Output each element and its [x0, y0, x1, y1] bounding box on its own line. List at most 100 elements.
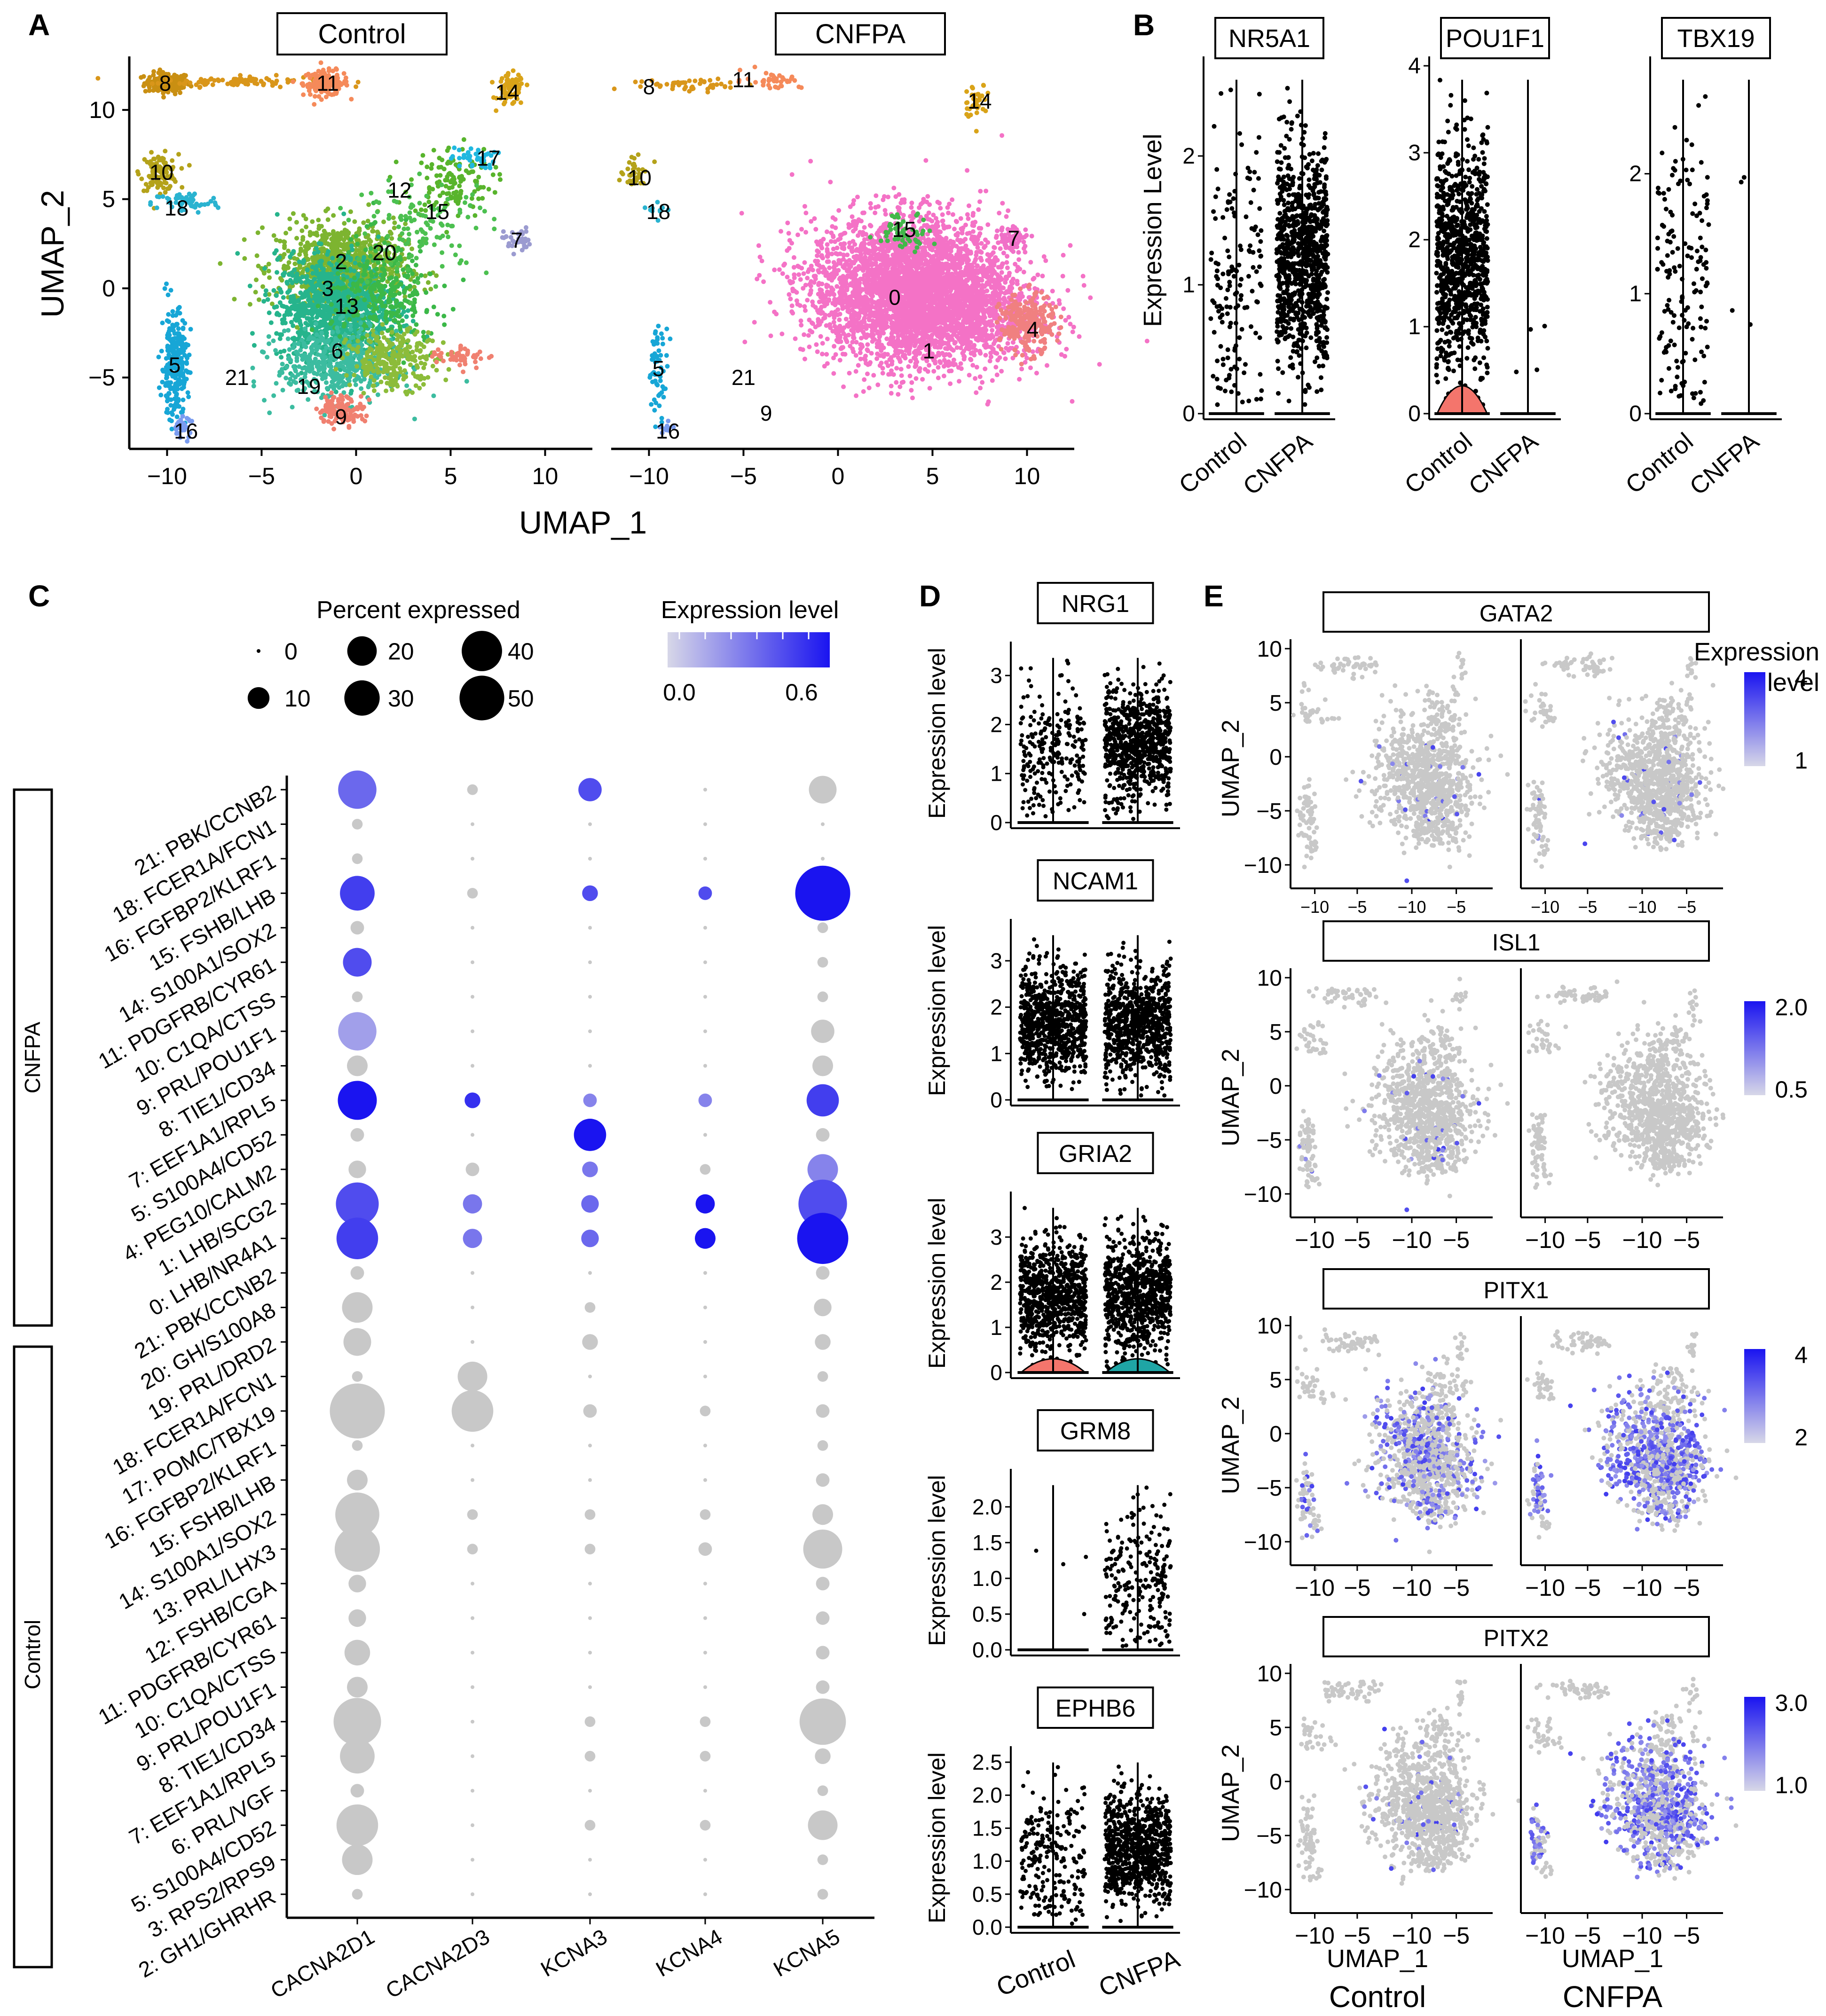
umap-point	[161, 186, 166, 190]
umap-point	[155, 185, 160, 190]
umap-point	[188, 80, 192, 85]
umap-point	[525, 83, 529, 87]
umap-point	[177, 81, 182, 86]
umap-point	[501, 229, 506, 234]
umap-point	[301, 93, 306, 97]
panel-letter-a: A	[28, 8, 50, 42]
umap-point	[476, 175, 481, 180]
umap-point	[442, 167, 447, 172]
umap-point	[155, 205, 159, 210]
umap-point	[139, 75, 143, 80]
umap-point	[274, 238, 279, 243]
umap-point	[157, 195, 161, 199]
umap-point	[274, 73, 279, 78]
umap-point	[304, 73, 308, 78]
umap-point	[471, 169, 475, 174]
umap-point	[294, 236, 299, 241]
umap-point	[425, 165, 429, 169]
umap-point	[196, 210, 200, 215]
umap-point	[444, 184, 449, 188]
panel-a: A Control CNFPA −10 −5 0 5 10 −10 −5 0 5 101050−5…	[28, 8, 1149, 541]
umap-a-xtick-label: 10	[1014, 463, 1040, 489]
umap-point	[316, 218, 321, 222]
umap-point	[326, 217, 331, 222]
umap-a-ytick-label: 10	[89, 97, 115, 123]
umap-point	[147, 88, 152, 93]
umap-point	[161, 95, 166, 100]
umap-point	[142, 157, 147, 162]
umap-point	[432, 148, 436, 152]
umap-point	[435, 180, 440, 185]
umap-point	[469, 146, 473, 151]
umap-point	[218, 261, 222, 266]
umap-point	[457, 164, 462, 168]
umap-point	[202, 202, 207, 207]
umap-point	[182, 73, 187, 78]
umap-a-ytick-label: 0	[102, 275, 115, 301]
umap-point	[200, 80, 205, 85]
umap-point	[184, 78, 189, 83]
umap-point	[285, 77, 290, 82]
umap-point	[148, 202, 153, 207]
umap-point	[522, 245, 527, 250]
umap-point	[394, 160, 399, 165]
umap-point	[135, 169, 140, 174]
umap-point	[211, 196, 216, 201]
umap-point	[178, 90, 182, 95]
umap-point	[310, 84, 315, 89]
umap-point	[187, 163, 192, 168]
umap-point	[445, 161, 450, 166]
umap-point	[264, 76, 269, 81]
umap-point	[457, 148, 462, 152]
umap-point	[283, 231, 288, 235]
umap-point	[267, 275, 272, 280]
umap-point	[319, 60, 323, 65]
umap-a-xtick-label: −5	[730, 463, 757, 489]
umap-point	[391, 215, 396, 220]
umap-point	[216, 78, 220, 82]
umap-point	[95, 76, 100, 81]
umap-point	[392, 226, 397, 230]
figure: A Control CNFPA −10 −5 0 5 10 −10 −5 0 5 101050−5…	[0, 0, 1826, 2016]
umap-point	[356, 80, 361, 85]
umap-point	[449, 156, 454, 161]
umap-point	[256, 264, 261, 268]
umap-point	[306, 85, 310, 89]
umap-point	[163, 190, 168, 195]
umap-point	[497, 172, 502, 177]
umap-point	[291, 79, 295, 84]
umap-point	[254, 277, 259, 282]
umap-point	[371, 229, 376, 234]
umap-point	[292, 261, 297, 266]
umap-a-xlabel: UMAP_1	[519, 505, 647, 541]
umap-point	[173, 78, 178, 83]
umap-point	[273, 81, 278, 86]
umap-point	[448, 171, 452, 176]
umap-point	[490, 80, 495, 85]
umap-point	[147, 75, 152, 80]
umap-point	[242, 256, 247, 261]
umap-point	[145, 79, 150, 84]
umap-point	[225, 82, 230, 86]
umap-point	[299, 81, 304, 86]
umap-point	[180, 185, 184, 190]
umap-point	[278, 85, 283, 89]
umap-point	[349, 97, 354, 102]
umap-point	[247, 74, 252, 79]
umap-point	[176, 152, 181, 157]
umap-point	[452, 196, 457, 200]
umap-point	[344, 79, 348, 84]
umap-point	[472, 213, 477, 218]
umap-point	[494, 109, 498, 113]
umap-point	[425, 176, 429, 180]
umap-a-xtick-label: 5	[926, 463, 939, 489]
umap-point	[443, 178, 448, 182]
umap-point	[437, 156, 441, 160]
umap-point	[319, 224, 324, 228]
umap-a-ytick-label: 5	[102, 186, 115, 212]
umap-point	[487, 187, 491, 191]
umap-point	[301, 213, 306, 218]
umap-point	[139, 177, 144, 181]
umap-point	[476, 196, 481, 201]
umap-a-xtick-label: 0	[832, 463, 845, 489]
